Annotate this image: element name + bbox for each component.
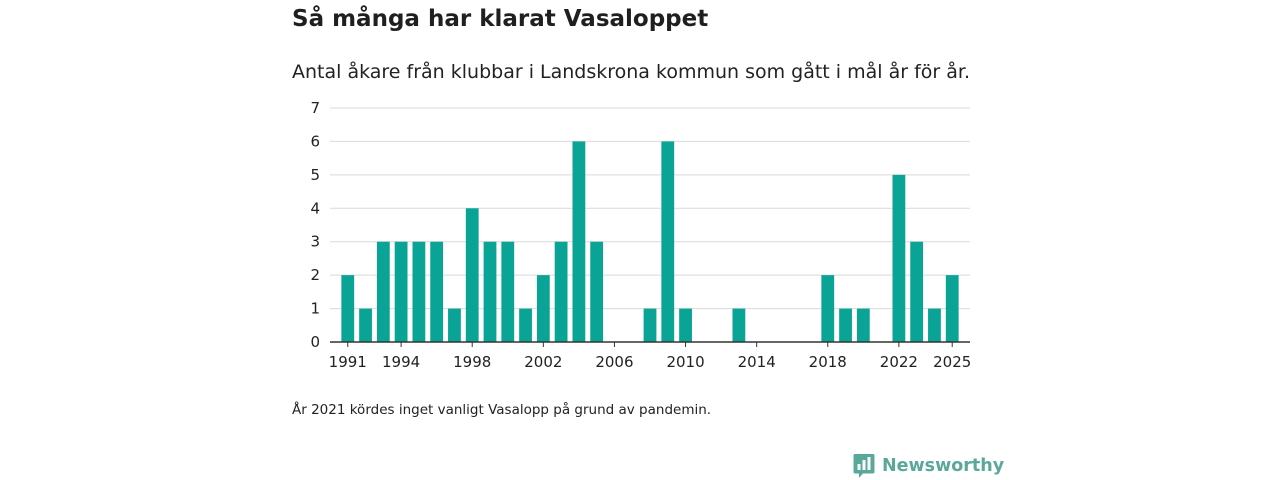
bar-2023 bbox=[910, 241, 924, 342]
bar-1998 bbox=[465, 208, 479, 342]
footnote: År 2021 kördes inget vanligt Vasalopp på… bbox=[292, 402, 712, 418]
x-tick-label: 2002 bbox=[524, 353, 562, 371]
x-tick-label: 1991 bbox=[329, 353, 367, 371]
y-tick-label: 7 bbox=[310, 99, 320, 117]
bar-2004 bbox=[572, 141, 586, 342]
bar-2018 bbox=[821, 275, 835, 342]
chart-card: Så många har klarat Vasaloppet Antal åka… bbox=[290, 0, 1004, 480]
y-tick-label: 3 bbox=[310, 233, 320, 251]
y-tick-label: 1 bbox=[310, 300, 320, 318]
bar-1995 bbox=[412, 241, 426, 342]
bar-2013 bbox=[732, 308, 746, 342]
bar-2020 bbox=[856, 308, 870, 342]
bar-1997 bbox=[448, 308, 461, 342]
bar-2003 bbox=[554, 241, 568, 342]
x-tick-label: 1994 bbox=[382, 353, 420, 371]
bar-2024 bbox=[928, 308, 941, 342]
brand-name: Newsworthy bbox=[882, 456, 1005, 476]
gridlines bbox=[330, 107, 970, 310]
bars bbox=[341, 141, 959, 342]
bar-1999 bbox=[483, 241, 497, 342]
bar-1993 bbox=[376, 241, 390, 342]
x-tick-label: 2022 bbox=[880, 353, 918, 371]
newsworthy-logo-icon bbox=[853, 454, 875, 478]
bar-2010 bbox=[679, 308, 692, 342]
bar-1996 bbox=[430, 241, 444, 342]
y-tick-label: 5 bbox=[310, 166, 320, 184]
bar-1994 bbox=[394, 241, 408, 342]
x-tick-label: 2014 bbox=[738, 353, 776, 371]
bar-chart: 0 1 2 3 4 5 6 7 1991 1994 1998 2002 2006 2010 2014 201… bbox=[310, 99, 971, 371]
bar-1992 bbox=[359, 308, 372, 342]
bar-2009 bbox=[661, 141, 675, 342]
chart-title: Så många har klarat Vasaloppet bbox=[292, 6, 709, 32]
bar-2005 bbox=[590, 241, 604, 342]
bar-2002 bbox=[536, 275, 550, 342]
x-tick-label: 2010 bbox=[666, 353, 704, 371]
x-tick-label: 2018 bbox=[809, 353, 847, 371]
x-tick-label: 2006 bbox=[595, 353, 633, 371]
y-tick-label: 0 bbox=[310, 333, 320, 351]
bar-2022 bbox=[892, 174, 906, 342]
bar-2025 bbox=[945, 275, 959, 342]
y-tick-label: 6 bbox=[310, 132, 320, 150]
bar-2008 bbox=[643, 308, 657, 342]
bar-1991 bbox=[341, 275, 355, 342]
y-axis-ticks: 0 1 2 3 4 5 6 7 bbox=[310, 99, 320, 351]
chart-subtitle: Antal åkare från klubbar i Landskrona ko… bbox=[292, 61, 970, 83]
y-tick-label: 2 bbox=[310, 266, 320, 284]
x-tick-label: 2025 bbox=[933, 353, 971, 371]
y-tick-label: 4 bbox=[310, 199, 320, 217]
brand-logo: Newsworthy bbox=[853, 453, 1004, 479]
bar-2001 bbox=[519, 308, 532, 342]
x-axis-ticks: 1991 1994 1998 2002 2006 2010 2014 2018 2022 2025 bbox=[329, 342, 971, 371]
bar-2000 bbox=[501, 241, 515, 342]
bar-2019 bbox=[839, 308, 852, 342]
x-tick-label: 1998 bbox=[453, 353, 491, 371]
